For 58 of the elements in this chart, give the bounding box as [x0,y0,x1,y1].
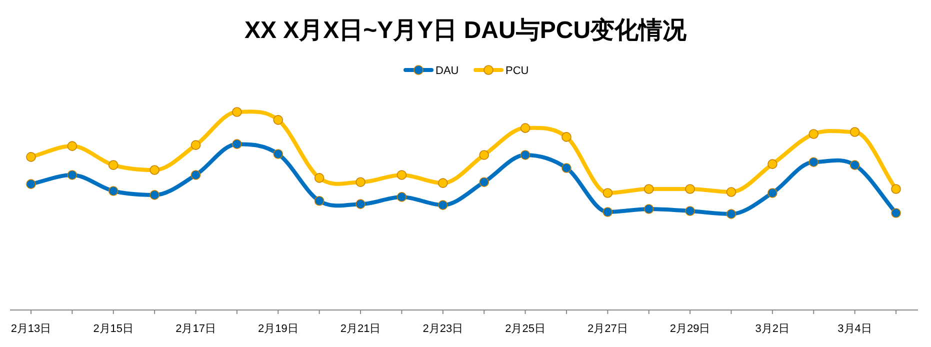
x-tick-label: 2月17日 [176,323,216,335]
point [891,184,901,194]
point [26,179,36,189]
chart-title: XX X月X日~Y月Y日 DAU与PCU变化情况 [244,17,688,44]
x-tick-label: 3月4日 [838,323,872,335]
point [108,160,118,170]
point [67,170,78,180]
point [232,107,242,117]
point [520,123,530,133]
point [190,170,201,180]
point [356,177,366,187]
point [273,149,284,159]
point [314,173,324,183]
point [850,160,860,170]
point [726,187,736,197]
point [314,196,324,206]
x-tick-label: 2月13日 [10,323,52,335]
point [602,207,613,217]
point [685,184,695,194]
x-tick-label: 2月27日 [587,323,628,335]
point [479,177,489,187]
point [356,199,366,209]
point [768,188,778,198]
point [150,190,160,200]
point [602,188,613,198]
point [273,115,284,125]
legend-label: DAU [436,65,459,77]
x-tick-label: 3月2日 [755,323,790,335]
point [67,141,78,151]
point [396,170,407,180]
point [520,150,530,160]
point [562,132,572,142]
point [808,157,819,167]
x-tick-label: 2月25日 [505,323,546,335]
legend-label: PCU [506,65,529,77]
point [396,192,407,202]
x-tick-label: 2月23日 [422,323,464,335]
point [108,186,118,196]
point [190,140,201,150]
x-tick-label: 2月15日 [93,323,134,335]
point [438,178,448,188]
point [891,208,901,218]
point [232,139,242,149]
point [438,200,448,210]
point [850,127,860,137]
point [644,184,654,194]
point [808,129,819,139]
x-tick-label: 2月29日 [670,323,710,335]
point [150,165,160,175]
point [768,159,778,169]
point [26,152,36,162]
point [562,163,572,173]
point [479,150,489,160]
x-tick-label: 2月19日 [258,323,298,335]
point [644,204,654,214]
x-tick-label: 2月21日 [340,323,381,335]
point [726,209,736,219]
point [685,206,695,216]
